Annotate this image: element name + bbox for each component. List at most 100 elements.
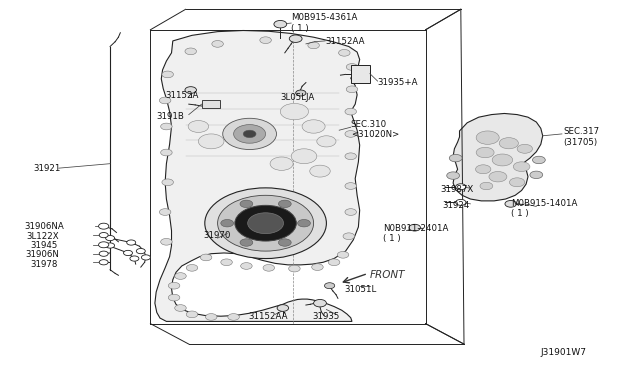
Circle shape [339,49,350,56]
Text: 31906N: 31906N [26,250,60,259]
Circle shape [509,178,525,187]
Text: 31987X: 31987X [440,185,474,194]
Text: M0B915-4361A
( 1 ): M0B915-4361A ( 1 ) [291,13,358,33]
Circle shape [345,131,356,137]
Text: 31921: 31921 [33,164,61,173]
Text: 31935: 31935 [312,312,340,321]
Circle shape [513,162,530,171]
PathPatch shape [453,113,543,201]
Circle shape [162,179,173,186]
Circle shape [175,305,186,311]
Circle shape [296,90,306,96]
Circle shape [345,209,356,215]
Text: 31978: 31978 [31,260,58,269]
Circle shape [280,103,308,120]
Circle shape [476,165,491,174]
Circle shape [346,86,358,93]
Circle shape [499,138,518,149]
Circle shape [243,130,256,138]
Circle shape [228,314,239,320]
Text: 31945: 31945 [31,241,58,250]
Circle shape [314,299,326,307]
Circle shape [277,305,289,311]
Circle shape [449,154,462,162]
Circle shape [185,87,196,93]
Circle shape [289,265,300,272]
Circle shape [124,250,132,256]
Circle shape [476,131,499,144]
Circle shape [234,125,266,143]
Circle shape [241,263,252,269]
Circle shape [337,251,349,258]
Text: FRONT: FRONT [370,270,405,279]
Circle shape [205,314,217,320]
Circle shape [248,213,284,234]
Circle shape [221,259,232,266]
Circle shape [223,118,276,150]
Circle shape [308,42,319,49]
Circle shape [168,294,180,301]
Circle shape [212,41,223,47]
Circle shape [218,195,314,251]
Text: N0B911-2401A
( 1 ): N0B911-2401A ( 1 ) [383,224,448,243]
Circle shape [162,71,173,78]
Circle shape [328,259,340,266]
Circle shape [532,156,545,164]
Circle shape [240,239,253,246]
Circle shape [99,232,108,238]
Circle shape [476,147,494,158]
Circle shape [409,224,420,231]
Circle shape [310,165,330,177]
Circle shape [185,48,196,55]
FancyBboxPatch shape [202,100,220,108]
Circle shape [345,108,356,115]
Circle shape [456,199,466,205]
Circle shape [343,233,355,240]
Circle shape [221,219,234,227]
Circle shape [298,219,310,227]
Circle shape [345,183,356,189]
Circle shape [312,264,323,270]
Text: 31906NA: 31906NA [24,222,64,231]
Text: 31152AA: 31152AA [248,312,288,321]
Circle shape [159,97,171,104]
Circle shape [270,157,293,170]
Circle shape [205,188,326,259]
Text: 31152A: 31152A [165,92,198,100]
Circle shape [188,121,209,132]
Circle shape [141,255,150,260]
Text: J31901W7: J31901W7 [541,348,587,357]
Circle shape [302,120,325,133]
Circle shape [240,200,253,208]
Text: 3L122X: 3L122X [27,232,60,241]
Circle shape [291,149,317,164]
Circle shape [324,283,335,289]
Circle shape [127,240,136,245]
Circle shape [263,264,275,271]
Circle shape [345,153,356,160]
Text: 31935+A: 31935+A [378,78,418,87]
PathPatch shape [155,31,360,321]
Text: SEC.310
<31020N>: SEC.310 <31020N> [351,120,399,139]
Circle shape [99,251,108,256]
Circle shape [235,205,296,241]
Text: 31051L: 31051L [344,285,376,294]
Circle shape [346,64,358,70]
Circle shape [274,20,287,28]
Circle shape [161,149,172,156]
Circle shape [289,35,302,42]
Circle shape [492,154,513,166]
Circle shape [505,201,516,207]
Circle shape [136,248,145,254]
Text: 31924: 31924 [443,201,470,210]
Circle shape [260,37,271,44]
Circle shape [99,242,109,248]
Circle shape [159,209,171,215]
Circle shape [161,238,172,245]
Circle shape [161,123,172,130]
Circle shape [530,171,543,179]
Circle shape [447,172,460,179]
Circle shape [317,136,336,147]
Circle shape [186,264,198,271]
Circle shape [186,311,198,318]
